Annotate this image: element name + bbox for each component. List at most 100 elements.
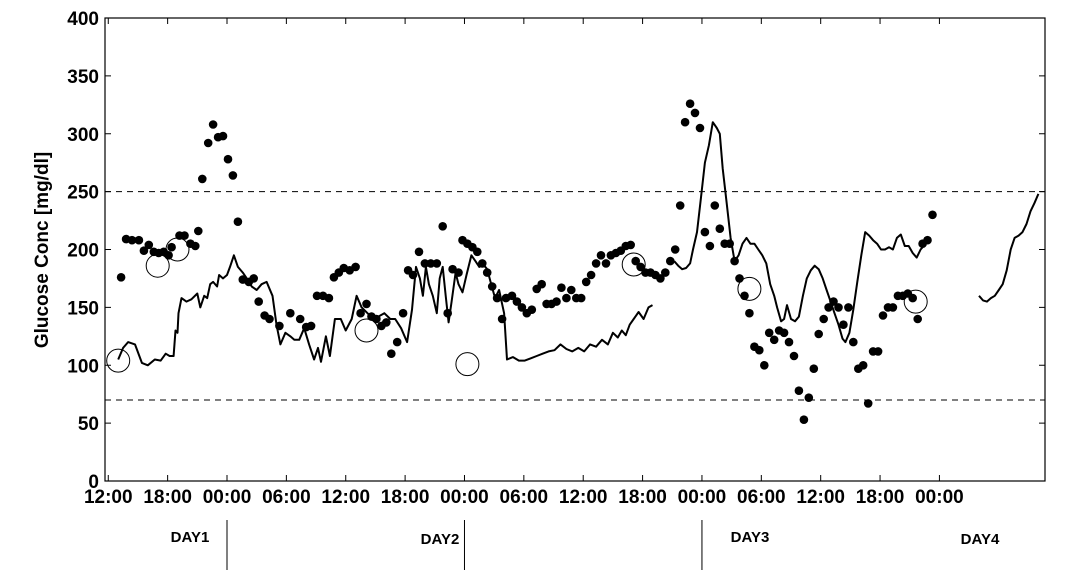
fingerstick-point — [715, 224, 725, 233]
calibration-point — [145, 253, 170, 278]
x-tick-label: 00:00 — [678, 487, 727, 508]
y-axis: 0 50 100 150 200 250 300 350 400 — [67, 9, 1045, 493]
fingerstick-point — [700, 227, 710, 237]
fingerstick-point — [888, 303, 898, 312]
fingerstick-point — [557, 283, 566, 293]
y-tick-label: 200 — [67, 241, 99, 262]
fingerstick-point — [636, 262, 645, 272]
y-tick-label: 350 — [67, 67, 99, 88]
fingerstick-point — [710, 201, 720, 210]
x-tick-label: 12:00 — [84, 487, 133, 508]
fingerstick-point — [372, 314, 381, 324]
fingerstick-point — [685, 99, 695, 108]
reference-lines — [105, 191, 1045, 401]
fingerstick-point — [275, 321, 284, 331]
fingerstick-point — [705, 241, 715, 251]
calibration-point — [903, 289, 928, 314]
fingerstick-point — [507, 291, 517, 301]
fingerstick-point — [769, 335, 779, 345]
fingerstick-point — [794, 386, 804, 396]
fingerstick-point — [725, 239, 734, 248]
x-tick-label: 18:00 — [856, 487, 905, 508]
fingerstick-point — [295, 314, 305, 324]
fingerstick-point — [426, 259, 436, 268]
fingerstick-point — [586, 270, 596, 280]
fingerstick-point — [656, 274, 665, 283]
fingerstick-point — [203, 138, 213, 148]
fingerstick-point — [626, 240, 635, 250]
y-tick-label: 50 — [78, 414, 99, 435]
plot-frame — [104, 17, 1046, 482]
fingerstick-point — [398, 308, 408, 318]
fingerstick-point — [116, 273, 126, 282]
fingerstick-point — [863, 399, 873, 408]
y-axis-label: Glucose Conc [mg/dl] — [32, 152, 53, 348]
x-tick-label: 18:00 — [381, 487, 430, 508]
fingerstick-point — [180, 231, 189, 240]
fingerstick-point — [223, 154, 233, 164]
fingerstick-point — [139, 246, 149, 255]
fingerstick-point — [306, 321, 316, 331]
fingerstick-point — [849, 337, 858, 347]
fingerstick-point — [878, 311, 888, 320]
fingerstick-point — [387, 349, 396, 359]
calibration-points — [106, 237, 928, 377]
fingerstick-point — [923, 235, 932, 245]
day-label-4: DAY4 — [961, 531, 1000, 548]
fingerstick-point — [576, 293, 586, 303]
x-tick-label: 00:00 — [203, 487, 252, 508]
fingerstick-point — [527, 305, 537, 315]
fingerstick-point — [591, 259, 601, 268]
fingerstick-point — [824, 303, 833, 312]
fingerstick-point — [127, 235, 137, 245]
calibration-point — [106, 348, 131, 373]
fingerstick-point — [764, 328, 774, 338]
fingerstick-point — [829, 297, 838, 306]
fingerstick-point — [228, 171, 238, 180]
fingerstick-point — [512, 297, 522, 306]
cgm-line-segment-2 — [978, 193, 1040, 303]
y-tick-label: 300 — [67, 125, 99, 146]
fingerstick-point — [254, 297, 263, 306]
fingerstick-point — [745, 308, 754, 318]
fingerstick-point — [789, 351, 799, 361]
fingerstick-point — [351, 262, 360, 272]
fingerstick-point — [408, 270, 418, 280]
fingerstick-point — [779, 328, 789, 338]
fingerstick-point — [858, 361, 868, 370]
fingerstick-point — [265, 314, 274, 324]
fingerstick-point — [454, 268, 463, 277]
fingerstick-point — [928, 210, 937, 220]
x-tick-label: 12:00 — [796, 487, 845, 508]
day-labels: DAY1 DAY2 DAY3 DAY4 — [171, 529, 1000, 548]
fingerstick-point — [438, 222, 448, 231]
fingerstick-point — [755, 345, 764, 355]
x-tick-label: 06:00 — [500, 487, 549, 508]
fingerstick-point — [601, 259, 611, 268]
fingerstick-point — [286, 308, 295, 318]
day-dividers — [226, 520, 703, 570]
fingerstick-point — [913, 314, 922, 324]
y-tick-label: 100 — [67, 356, 99, 377]
fingerstick-point — [191, 241, 200, 251]
x-tick-label: 06:00 — [737, 487, 786, 508]
x-tick-label: 00:00 — [440, 487, 489, 508]
fingerstick-point — [670, 245, 680, 254]
fingerstick-point — [134, 235, 144, 245]
fingerstick-point — [581, 277, 591, 287]
fingerstick-point — [567, 285, 576, 295]
fingerstick-point — [233, 217, 243, 226]
x-tick-label: 18:00 — [143, 487, 192, 508]
calibration-point — [455, 352, 480, 377]
fingerstick-point — [414, 247, 424, 257]
y-tick-label: 250 — [67, 183, 99, 204]
fingerstick-point — [730, 256, 739, 266]
fingerstick-point — [497, 314, 507, 324]
fingerstick-point — [478, 259, 487, 268]
fingerstick-point — [492, 293, 502, 303]
fingerstick-point — [666, 256, 675, 266]
fingerstick-point — [144, 240, 154, 250]
fingerstick-point — [382, 318, 391, 327]
calibration-point — [165, 237, 190, 262]
